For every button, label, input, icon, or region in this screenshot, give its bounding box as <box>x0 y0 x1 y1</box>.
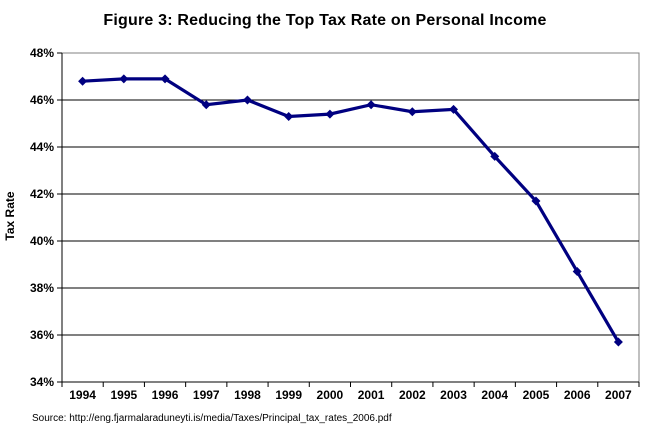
data-point <box>490 151 500 161</box>
x-tick-label: 1999 <box>275 388 302 402</box>
plot-border <box>61 52 640 383</box>
x-tick-label: 2001 <box>358 388 385 402</box>
series-line <box>82 77 620 343</box>
y-tick-label: 44% <box>30 140 54 154</box>
data-point <box>78 76 88 86</box>
y-tick-label: 42% <box>30 187 54 201</box>
x-tick-label: 1997 <box>193 388 220 402</box>
data-point <box>531 196 541 206</box>
x-tick-label: 1994 <box>69 388 96 402</box>
data-point <box>201 100 211 110</box>
source-note: Source: http://eng.fjarmalaraduneyti.is/… <box>32 413 392 424</box>
y-tick-label: 40% <box>30 234 54 248</box>
data-point <box>119 74 129 84</box>
data-point <box>572 267 582 277</box>
data-point <box>284 111 294 121</box>
y-tick-label: 34% <box>30 375 54 389</box>
data-point <box>613 337 623 347</box>
x-tick-label: 2007 <box>605 388 632 402</box>
x-tick-label: 1998 <box>234 388 261 402</box>
y-axis-label: Tax Rate <box>3 191 17 241</box>
data-point <box>325 109 335 119</box>
x-tick-label: 2002 <box>399 388 426 402</box>
data-point <box>366 100 376 110</box>
x-tick-label: 2005 <box>523 388 550 402</box>
x-tick-label: 2004 <box>481 388 508 402</box>
y-tick-label: 46% <box>30 93 54 107</box>
y-tick-label: 38% <box>30 281 54 295</box>
x-tick-label: 1996 <box>152 388 179 402</box>
y-tick-label: 48% <box>30 46 54 60</box>
y-tick-label: 36% <box>30 328 54 342</box>
data-point <box>242 95 252 105</box>
x-tick-label: 2000 <box>317 388 344 402</box>
chart-title: Figure 3: Reducing the Top Tax Rate on P… <box>103 12 547 29</box>
data-point <box>449 104 459 114</box>
x-tick-label: 1995 <box>110 388 137 402</box>
x-tick-label: 2003 <box>440 388 467 402</box>
data-point <box>160 74 170 84</box>
data-point <box>407 107 417 117</box>
x-tick-label: 2006 <box>564 388 591 402</box>
